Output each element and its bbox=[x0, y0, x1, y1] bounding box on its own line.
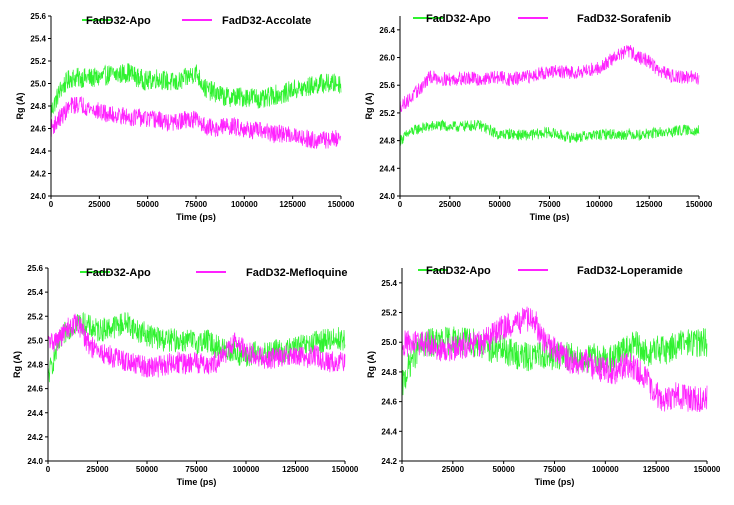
chart-panel-3: 24.0 24.2 24.4 24.6 24.8 25.0 25.2 25.4 25.6 0 250… bbox=[12, 264, 359, 487]
legend-label-apo: FadD32-Apo bbox=[426, 265, 491, 277]
series-line-fadd32-apo bbox=[47, 311, 346, 383]
y-tick-label: 25.6 bbox=[30, 12, 46, 21]
x-tick-label: 25000 bbox=[88, 200, 111, 209]
y-tick-label: 25.6 bbox=[379, 81, 395, 90]
y-tick-label: 26.4 bbox=[379, 26, 395, 35]
y-tick-label: 25.4 bbox=[30, 35, 46, 44]
x-tick-label: 25000 bbox=[86, 465, 109, 474]
y-tick-label: 24.4 bbox=[379, 164, 395, 173]
x-tick-label: 25000 bbox=[442, 465, 465, 474]
legend: FadD32-Apo FadD32-Accolate bbox=[82, 15, 311, 27]
x-tick-label: 0 bbox=[46, 465, 51, 474]
x-axis-title: Time (ps) bbox=[535, 477, 575, 487]
y-tick-label: 24.6 bbox=[27, 385, 43, 394]
x-tick-label: 100000 bbox=[231, 200, 258, 209]
x-tick-label: 125000 bbox=[643, 465, 670, 474]
series-line-fadd32-apo bbox=[399, 119, 700, 146]
chart-panel-2: 24.0 24.4 24.8 25.2 25.6 26.0 26.4 0 25000 50000 7… bbox=[364, 13, 713, 222]
x-tick-label: 150000 bbox=[686, 200, 713, 209]
y-axis-title: Rg (A) bbox=[15, 93, 25, 120]
y-tick-label: 24.8 bbox=[27, 361, 43, 370]
y-tick-label: 25.0 bbox=[30, 80, 46, 89]
legend: FadD32-Apo FadD32-Mefloquine bbox=[80, 267, 347, 279]
y-tick-label: 24.8 bbox=[30, 102, 46, 111]
y-tick-label: 24.2 bbox=[27, 433, 43, 442]
x-axis-title: Time (ps) bbox=[177, 477, 217, 487]
x-tick-label: 0 bbox=[400, 465, 405, 474]
x-tick-label: 100000 bbox=[233, 465, 260, 474]
x-tick-label: 125000 bbox=[636, 200, 663, 209]
x-tick-label: 25000 bbox=[439, 200, 462, 209]
x-tick-label: 150000 bbox=[332, 465, 359, 474]
x-tick-label: 0 bbox=[398, 200, 403, 209]
y-tick-label: 24.2 bbox=[381, 457, 397, 466]
x-tick-label: 100000 bbox=[592, 465, 619, 474]
legend-label-apo: FadD32-Apo bbox=[86, 15, 151, 27]
x-tick-label: 50000 bbox=[493, 465, 516, 474]
y-tick-label: 24.4 bbox=[30, 147, 46, 156]
x-tick-label: 0 bbox=[49, 200, 54, 209]
x-axis-title: Time (ps) bbox=[176, 212, 216, 222]
y-tick-label: 24.8 bbox=[381, 368, 397, 377]
x-tick-label: 50000 bbox=[137, 200, 160, 209]
y-tick-label: 25.6 bbox=[27, 264, 43, 273]
y-tick-label: 24.2 bbox=[30, 170, 46, 179]
legend-label-apo: FadD32-Apo bbox=[426, 13, 491, 25]
y-tick-label: 25.4 bbox=[27, 288, 43, 297]
y-tick-label: 24.6 bbox=[381, 398, 397, 407]
y-tick-label: 24.4 bbox=[381, 427, 397, 436]
x-tick-label: 50000 bbox=[489, 200, 512, 209]
y-axis-title: Rg (A) bbox=[366, 351, 376, 378]
chart-panel-4: 24.2 24.4 24.6 24.8 25.0 25.2 25.4 0 25000 50000 7… bbox=[366, 265, 721, 487]
y-tick-label: 24.0 bbox=[30, 192, 46, 201]
x-tick-label: 75000 bbox=[538, 200, 561, 209]
series-line-fadd32-mefloquine bbox=[47, 313, 346, 378]
y-axis-title: Rg (A) bbox=[12, 351, 22, 378]
x-tick-label: 75000 bbox=[543, 465, 566, 474]
y-tick-label: 24.6 bbox=[30, 125, 46, 134]
y-tick-label: 26.0 bbox=[379, 54, 395, 63]
legend-label-apo: FadD32-Apo bbox=[86, 267, 151, 279]
y-tick-label: 25.2 bbox=[379, 109, 395, 118]
series-line-fadd32-sorafenib bbox=[399, 44, 700, 113]
y-tick-label: 24.0 bbox=[27, 457, 43, 466]
y-tick-label: 24.0 bbox=[379, 192, 395, 201]
x-tick-label: 100000 bbox=[586, 200, 613, 209]
chart-panel-1: 24.0 24.2 24.4 24.6 24.8 25.0 25.2 25.4 25.6 0 250… bbox=[15, 12, 355, 222]
y-tick-label: 25.4 bbox=[381, 279, 397, 288]
series-line-fadd32-apo bbox=[401, 326, 708, 396]
y-tick-label: 25.2 bbox=[30, 57, 46, 66]
y-tick-label: 25.2 bbox=[381, 309, 397, 318]
x-tick-label: 150000 bbox=[328, 200, 355, 209]
series-line-fadd32-loperamide bbox=[401, 306, 708, 412]
y-tick-label: 25.2 bbox=[27, 312, 43, 321]
legend: FadD32-Apo FadD32-Loperamide bbox=[418, 265, 683, 277]
legend-label-ligand: FadD32-Sorafenib bbox=[577, 13, 671, 25]
x-tick-label: 150000 bbox=[694, 465, 721, 474]
x-tick-label: 125000 bbox=[279, 200, 306, 209]
series-line-fadd32-accolate bbox=[50, 96, 342, 149]
series-line-fadd32-apo bbox=[50, 63, 342, 117]
legend-label-ligand: FadD32-Loperamide bbox=[577, 265, 683, 277]
y-tick-label: 24.4 bbox=[27, 409, 43, 418]
y-tick-label: 25.0 bbox=[27, 336, 43, 345]
x-tick-label: 50000 bbox=[136, 465, 159, 474]
x-tick-label: 75000 bbox=[185, 465, 208, 474]
y-tick-label: 24.8 bbox=[379, 137, 395, 146]
x-tick-label: 125000 bbox=[282, 465, 309, 474]
x-tick-label: 75000 bbox=[185, 200, 208, 209]
legend-label-ligand: FadD32-Accolate bbox=[222, 15, 311, 27]
legend-label-ligand: FadD32-Mefloquine bbox=[246, 267, 347, 279]
x-axis-title: Time (ps) bbox=[530, 212, 570, 222]
legend: FadD32-Apo FadD32-Sorafenib bbox=[413, 13, 671, 25]
y-tick-label: 25.0 bbox=[381, 338, 397, 347]
y-axis-title: Rg (A) bbox=[364, 93, 374, 120]
